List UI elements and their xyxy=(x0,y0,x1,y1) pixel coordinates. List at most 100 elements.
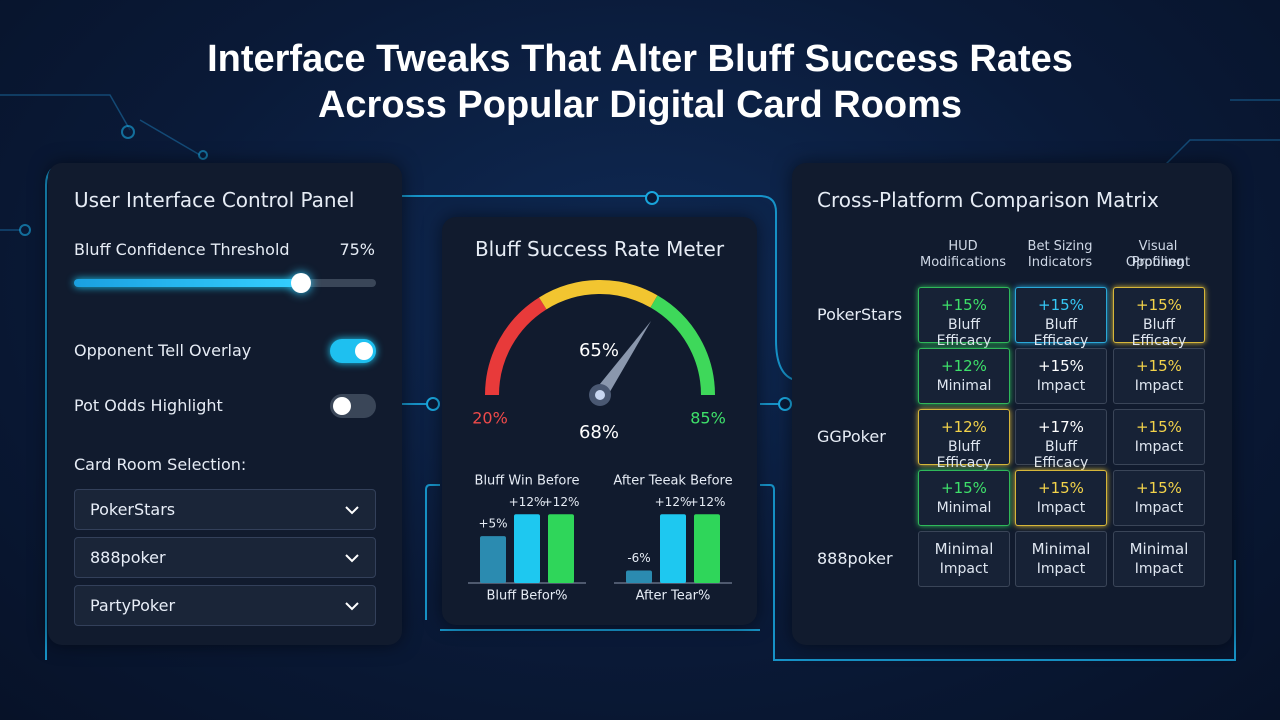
slider-track[interactable] xyxy=(74,273,376,293)
max-label: 85% xyxy=(690,409,726,428)
cell-top: +15% xyxy=(941,296,987,314)
bar xyxy=(548,514,574,583)
dropdown[interactable]: PokerStars xyxy=(74,489,376,530)
bar-label: +12% xyxy=(509,495,546,509)
toggle-label[interactable]: Opponent Tell Overlay xyxy=(74,341,252,360)
matrix-cell: +17% Bluff Efficacy xyxy=(1015,409,1107,471)
chart-title: Bluff Win Before xyxy=(475,474,580,489)
gauge-arc xyxy=(485,297,547,396)
toggle[interactable] xyxy=(330,339,376,363)
dropdown[interactable]: 888poker xyxy=(74,537,376,578)
cell-top: +12% xyxy=(941,418,987,436)
reading: 68% xyxy=(579,422,619,443)
chevron-path xyxy=(345,602,359,611)
gauge-needle xyxy=(594,320,652,399)
bar-label: -6% xyxy=(627,551,650,565)
matrix-cell: +15% Bluff Efficacy xyxy=(1113,287,1205,349)
matrix-cell: +15% Impact xyxy=(1113,409,1205,465)
column-header: Visual Opponent xyxy=(1125,239,1191,270)
cell-top: Minimal xyxy=(1129,540,1189,558)
selection-label: Card Room Selection: xyxy=(74,455,247,474)
dropdown[interactable]: PartyPoker xyxy=(74,585,376,626)
dropdown-text[interactable]: 888poker xyxy=(90,548,166,567)
bar xyxy=(626,570,652,583)
column-header: Profiling xyxy=(1131,255,1185,270)
toggle-knob[interactable] xyxy=(355,342,373,360)
matrix-cell: +15% Minimal xyxy=(918,470,1010,526)
meter-title: Bluff Success Rate Meter xyxy=(474,237,725,261)
chart-x-label: Bluff Befor% xyxy=(486,589,567,604)
matrix-title: Cross-Platform Comparison Matrix xyxy=(817,188,1159,212)
cell-top: Minimal xyxy=(1031,540,1091,558)
cell-top: +15% xyxy=(1038,296,1084,314)
cell-bottom: Impact xyxy=(1134,439,1184,455)
column-header: Modifications xyxy=(919,255,1006,270)
bar xyxy=(480,536,506,583)
cell-bottom: Impact xyxy=(1036,500,1086,516)
row-label: 888poker xyxy=(817,549,893,568)
cell-top: +15% xyxy=(1038,479,1084,497)
slider-value: 75% xyxy=(339,240,375,259)
cell-top: +15% xyxy=(1038,357,1084,375)
gauge-arc xyxy=(539,280,658,310)
gauge-arc xyxy=(650,295,715,396)
cell-bottom: Bluff Efficacy xyxy=(1033,317,1089,349)
column-header: Indicators xyxy=(1027,255,1093,270)
matrix-cell: +15% Bluff Efficacy xyxy=(918,287,1010,349)
cell-top: +15% xyxy=(941,479,987,497)
title-line: Across Popular Digital Card Rooms xyxy=(317,84,962,126)
cell-top: +15% xyxy=(1136,479,1182,497)
cell-top: +15% xyxy=(1136,418,1182,436)
matrix-cell: +12% Minimal xyxy=(918,348,1010,404)
cell-bottom: Impact xyxy=(1134,500,1184,516)
cell-bottom: Impact xyxy=(1036,561,1086,577)
matrix-cell: +12% Bluff Efficacy xyxy=(918,409,1010,471)
cell-bottom: Minimal xyxy=(936,500,992,516)
dropdown-text[interactable]: PokerStars xyxy=(90,500,176,519)
slider-label: Bluff Confidence Threshold xyxy=(74,240,290,259)
column-header: Bet Sizing xyxy=(1027,239,1093,254)
matrix-cell: +15% Impact xyxy=(1113,348,1205,404)
matrix-cell: Minimal Impact xyxy=(1113,531,1205,587)
slider-knob[interactable] xyxy=(290,273,311,293)
cell-top: +17% xyxy=(1038,418,1084,436)
chevron xyxy=(345,554,359,563)
bar xyxy=(514,514,540,583)
cell-top: +12% xyxy=(941,357,987,375)
chevron-path xyxy=(345,554,359,563)
cell-bottom: Minimal xyxy=(936,378,992,394)
cell-bottom: Bluff Efficacy xyxy=(1131,317,1187,349)
column-header: HUD xyxy=(948,239,978,254)
cell-bottom: Impact xyxy=(939,561,989,577)
panel-title: User Interface Control Panel xyxy=(74,188,355,212)
toggle-label[interactable]: Pot Odds Highlight xyxy=(74,396,223,415)
cell-bottom: Bluff Efficacy xyxy=(936,439,992,471)
gauge: 65% 20% 85% 68% Bluff Win Before Bluff Befor%… xyxy=(468,280,733,604)
cell-top: +15% xyxy=(1136,357,1182,375)
matrix-cell: +15% Bluff Efficacy xyxy=(1015,287,1107,349)
chevron-path xyxy=(345,506,359,515)
toggle[interactable] xyxy=(330,394,376,418)
cell-top: +15% xyxy=(1136,296,1182,314)
cell-top: Minimal xyxy=(934,540,994,558)
title-line: Interface Tweaks That Alter Bluff Succes… xyxy=(207,38,1073,80)
chevron xyxy=(345,506,359,515)
cell-bottom: Impact xyxy=(1134,561,1184,577)
matrix-cell: Minimal Impact xyxy=(1015,531,1107,587)
bar-label: +12% xyxy=(655,495,692,509)
toggle-knob[interactable] xyxy=(333,397,351,415)
cell-bottom: Bluff Efficacy xyxy=(936,317,992,349)
matrix-cell: +15% Impact xyxy=(1015,470,1107,526)
bar-label: +12% xyxy=(543,495,580,509)
dropdown-text[interactable]: PartyPoker xyxy=(90,596,176,615)
matrix-cell: Minimal Impact xyxy=(918,531,1010,587)
slider-fill xyxy=(74,279,301,287)
cell-bottom: Bluff Efficacy xyxy=(1033,439,1089,471)
matrix-cell: +15% Impact xyxy=(1113,470,1205,526)
matrix-cell: +15% Impact xyxy=(1015,348,1107,404)
cell-bottom: Impact xyxy=(1134,378,1184,394)
chevron xyxy=(345,602,359,611)
bar-label: +12% xyxy=(689,495,726,509)
needle-label: 65% xyxy=(579,340,619,361)
